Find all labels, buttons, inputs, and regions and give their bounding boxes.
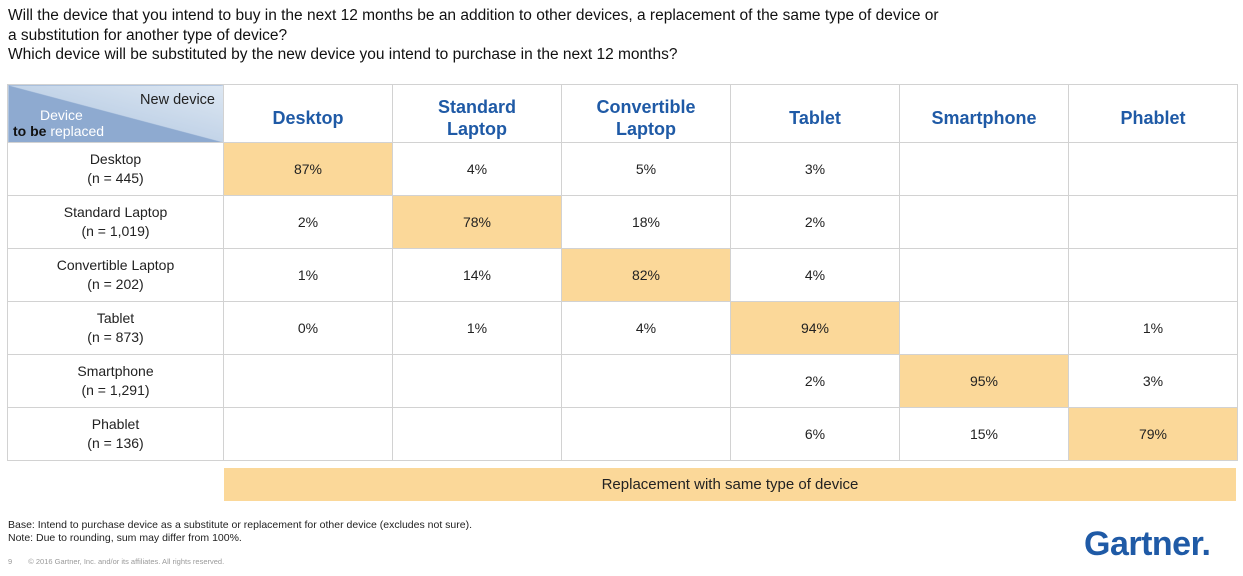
page-number: 9 — [8, 557, 13, 566]
table-cell: 4% — [561, 301, 731, 355]
row-header: Smartphone (n = 1,291) — [7, 354, 224, 408]
column-header-smartphone: Smartphone — [899, 84, 1069, 143]
header-row: New device Device to be replaced Desktop… — [7, 84, 1238, 143]
table-cell: 87% — [223, 142, 393, 196]
row-sample-size: (n = 202) — [87, 276, 144, 292]
table-row: Convertible Laptop (n = 202) 1% 14% 82% 4% — [7, 248, 1238, 302]
column-header-line: Phablet — [1120, 107, 1186, 128]
table-cell: 14% — [392, 248, 562, 302]
row-device-name: Standard Laptop — [63, 204, 168, 220]
table-cell: 6% — [730, 407, 900, 461]
table-cell — [1068, 142, 1238, 196]
row-sample-size: (n = 873) — [87, 329, 144, 345]
row-header: Phablet (n = 136) — [7, 407, 224, 461]
table-cell: 3% — [730, 142, 900, 196]
table-body: Desktop (n = 445) 87% 4% 5% 3% Standard Laptop… — [7, 142, 1238, 461]
question-line-3: Which device will be substituted by the … — [8, 46, 678, 63]
column-header-tablet: Tablet — [730, 84, 900, 143]
table-cell — [392, 407, 562, 461]
to-be-text: to be — [13, 123, 47, 139]
table-cell: 18% — [561, 195, 731, 249]
table-cell — [392, 354, 562, 408]
question-line-2: a substitution for another type of devic… — [8, 26, 288, 44]
device-label: Device — [40, 107, 83, 123]
question-line-1: Will the device that you intend to buy i… — [8, 7, 939, 24]
row-sample-size: (n = 445) — [87, 170, 144, 186]
substitution-table: New device Device to be replaced Desktop… — [7, 84, 1238, 461]
table-cell: 1% — [392, 301, 562, 355]
table-row: Tablet (n = 873) 0% 1% 4% 94% 1% — [7, 301, 1238, 355]
base-note: Base: Intend to purchase device as a sub… — [8, 519, 472, 545]
gartner-logo: Gartner. — [1084, 525, 1211, 564]
to-be-replaced-label: to be replaced — [13, 123, 104, 139]
table-cell — [899, 301, 1069, 355]
replaced-text: replaced — [50, 123, 105, 139]
base-note-line: Base: Intend to purchase device as a sub… — [8, 519, 473, 531]
table-cell — [561, 354, 731, 408]
legend-bar: Replacement with same type of device — [224, 468, 1236, 501]
column-header-desktop: Desktop — [223, 84, 393, 143]
table-row: Standard Laptop (n = 1,019) 2% 78% 18% 2% — [7, 195, 1238, 249]
table-cell: 94% — [730, 301, 900, 355]
table-cell: 4% — [392, 142, 562, 196]
logo-text: Gartner — [1084, 525, 1202, 563]
column-header-line: Laptop — [447, 118, 507, 139]
row-sample-size: (n = 1,019) — [81, 223, 150, 239]
rounding-note-line: Note: Due to rounding, sum may differ fr… — [8, 532, 242, 544]
column-header-line: Laptop — [616, 118, 676, 139]
row-device-name: Smartphone — [77, 363, 154, 379]
table-cell: 15% — [899, 407, 1069, 461]
table-cell: 1% — [223, 248, 393, 302]
row-header: Standard Laptop (n = 1,019) — [7, 195, 224, 249]
table-cell — [899, 195, 1069, 249]
copyright-text: © 2016 Gartner, Inc. and/or its affiliat… — [28, 557, 225, 566]
row-device-name: Desktop — [89, 151, 142, 167]
column-header-convertible-laptop: Convertible Laptop — [561, 84, 731, 143]
logo-dot: . — [1201, 525, 1211, 563]
footer: 9 © 2016 Gartner, Inc. and/or its affili… — [8, 557, 238, 566]
row-header: Desktop (n = 445) — [7, 142, 224, 196]
row-header: Tablet (n = 873) — [7, 301, 224, 355]
row-sample-size: (n = 1,291) — [81, 382, 150, 398]
row-sample-size: (n = 136) — [87, 435, 144, 451]
table-cell — [223, 354, 393, 408]
question-text: Will the device that you intend to buy i… — [8, 6, 1208, 65]
table-row: Smartphone (n = 1,291) 2% 95% 3% — [7, 354, 1238, 408]
column-header-standard-laptop: Standard Laptop — [392, 84, 562, 143]
corner-header: New device Device to be replaced — [7, 84, 224, 143]
table-row: Phablet (n = 136) 6% 15% 79% — [7, 407, 1238, 461]
table-cell — [1068, 248, 1238, 302]
table-cell — [223, 407, 393, 461]
table-cell: 4% — [730, 248, 900, 302]
new-device-label: New device — [140, 92, 215, 108]
row-device-name: Phablet — [91, 416, 140, 432]
table-cell — [899, 248, 1069, 302]
table-cell: 2% — [223, 195, 393, 249]
column-header-line: Desktop — [272, 107, 344, 128]
column-header-line: Standard — [437, 96, 516, 117]
table-cell: 82% — [561, 248, 731, 302]
table-cell: 95% — [899, 354, 1069, 408]
table-cell: 79% — [1068, 407, 1238, 461]
table-cell: 78% — [392, 195, 562, 249]
column-header-line: Smartphone — [931, 107, 1037, 128]
table-cell — [899, 142, 1069, 196]
column-header-line: Tablet — [789, 107, 841, 128]
table-cell: 0% — [223, 301, 393, 355]
row-device-name: Tablet — [96, 310, 135, 326]
table-cell — [561, 407, 731, 461]
table-cell: 2% — [730, 354, 900, 408]
table-cell: 3% — [1068, 354, 1238, 408]
column-header-phablet: Phablet — [1068, 84, 1238, 143]
table-cell: 1% — [1068, 301, 1238, 355]
column-header-line: Convertible — [596, 96, 696, 117]
table-row: Desktop (n = 445) 87% 4% 5% 3% — [7, 142, 1238, 196]
table-cell: 2% — [730, 195, 900, 249]
row-device-name: Convertible Laptop — [56, 257, 175, 273]
row-header: Convertible Laptop (n = 202) — [7, 248, 224, 302]
table-cell — [1068, 195, 1238, 249]
table-cell: 5% — [561, 142, 731, 196]
